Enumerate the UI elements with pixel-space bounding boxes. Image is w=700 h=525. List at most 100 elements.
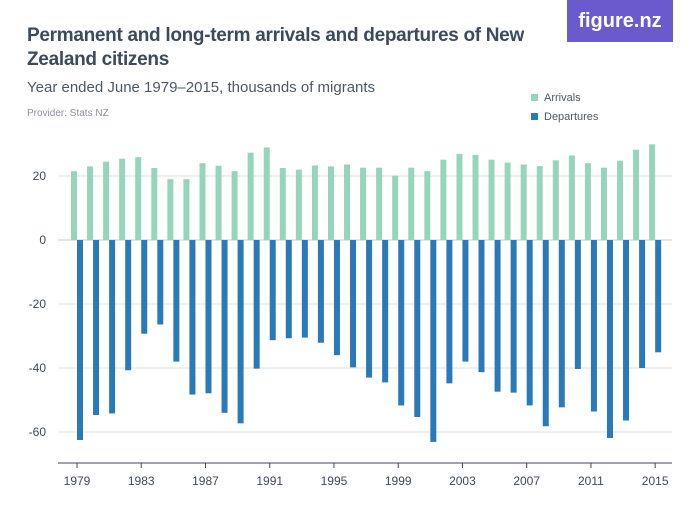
- bar-departures-1981: [109, 240, 116, 414]
- bar-arrivals-1982: [119, 158, 126, 240]
- bar-departures-2000: [414, 240, 421, 417]
- x-tick-label: 1979: [64, 474, 91, 488]
- bar-departures-1989: [237, 240, 244, 424]
- bar-departures-1995: [333, 240, 340, 356]
- bar-departures-1980: [93, 240, 100, 416]
- bar-departures-1986: [189, 240, 196, 395]
- bar-arrivals-1996: [344, 164, 351, 240]
- y-tick-label: 20: [33, 169, 47, 183]
- y-tick-label: -40: [29, 361, 47, 375]
- legend-label-departures: Departures: [544, 110, 599, 123]
- bar-departures-1993: [301, 240, 308, 338]
- bar-arrivals-1993: [295, 169, 302, 240]
- bar-arrivals-2011: [584, 163, 591, 240]
- bar-arrivals-1994: [311, 165, 318, 240]
- bar-departures-2008: [542, 240, 549, 427]
- bar-departures-2004: [478, 240, 485, 373]
- bar-arrivals-1995: [327, 166, 334, 240]
- bar-arrivals-2008: [536, 166, 543, 240]
- bar-departures-1997: [366, 240, 373, 378]
- x-tick-label: 2011: [578, 474, 604, 488]
- bar-arrivals-1997: [360, 167, 367, 240]
- legend-item-departures: Departures: [531, 107, 598, 126]
- x-tick-label: 2007: [513, 474, 540, 488]
- bar-arrivals-2012: [600, 167, 607, 240]
- bar-departures-2003: [462, 240, 469, 362]
- legend: Arrivals Departures: [531, 88, 598, 126]
- bar-departures-2007: [526, 240, 533, 406]
- bar-departures-1996: [350, 240, 357, 368]
- y-tick-label: -60: [29, 425, 47, 439]
- bar-arrivals-1992: [279, 168, 286, 240]
- bar-arrivals-1990: [247, 152, 254, 240]
- bar-arrivals-2014: [633, 149, 640, 240]
- bar-arrivals-2010: [568, 155, 575, 240]
- legend-swatch-arrivals: [531, 94, 538, 101]
- bar-departures-1979: [77, 240, 83, 440]
- x-tick-label: 1991: [256, 474, 283, 488]
- bar-departures-2011: [590, 240, 597, 412]
- legend-swatch-departures: [531, 113, 538, 120]
- bar-departures-1992: [285, 240, 292, 339]
- bar-departures-2002: [446, 240, 453, 384]
- bar-departures-2006: [510, 240, 517, 393]
- bar-departures-1983: [141, 240, 148, 334]
- bar-departures-1998: [382, 240, 389, 383]
- bar-arrivals-2002: [440, 159, 447, 240]
- bar-arrivals-2015: [649, 144, 656, 240]
- bar-departures-1984: [157, 240, 164, 325]
- bar-departures-1988: [221, 240, 228, 413]
- x-tick-label: 2015: [642, 474, 669, 488]
- bar-departures-1999: [398, 240, 405, 406]
- bar-departures-2015: [655, 240, 662, 353]
- y-tick-label: 0: [39, 233, 46, 247]
- x-tick-label: 1983: [128, 474, 155, 488]
- x-tick-label: 1995: [321, 474, 348, 488]
- bar-departures-2005: [494, 240, 501, 392]
- bar-departures-1982: [125, 240, 132, 371]
- bar-departures-1985: [173, 240, 180, 362]
- bar-departures-2014: [639, 240, 646, 368]
- bar-arrivals-1984: [151, 168, 158, 240]
- bar-arrivals-1985: [167, 179, 174, 240]
- bar-arrivals-1983: [135, 157, 142, 240]
- chart-subtitle: Year ended June 1979–2015, thousands of …: [27, 79, 376, 96]
- bar-departures-1987: [205, 240, 212, 394]
- bar-departures-2010: [574, 240, 581, 369]
- bar-arrivals-1991: [263, 147, 270, 240]
- bar-arrivals-1987: [199, 163, 206, 240]
- bar-arrivals-2007: [520, 164, 527, 240]
- bar-departures-1991: [269, 240, 276, 341]
- bar-arrivals-1999: [392, 175, 399, 240]
- bar-arrivals-2001: [424, 171, 431, 240]
- x-tick-label: 2003: [449, 474, 476, 488]
- bar-arrivals-1986: [183, 179, 190, 240]
- legend-item-arrivals: Arrivals: [531, 88, 598, 107]
- x-tick-label: 1999: [385, 474, 412, 488]
- bar-arrivals-1998: [376, 167, 383, 240]
- bar-arrivals-1988: [215, 165, 222, 240]
- bar-arrivals-2009: [552, 160, 559, 240]
- bar-arrivals-2000: [408, 167, 415, 240]
- bar-departures-1994: [317, 240, 324, 343]
- bar-arrivals-2013: [617, 160, 624, 240]
- y-tick-label: -20: [29, 297, 47, 311]
- bar-departures-1990: [253, 240, 260, 369]
- bar-departures-2012: [606, 240, 613, 439]
- x-tick-label: 1987: [192, 474, 219, 488]
- figure-nz-logo[interactable]: figure.nz: [567, 0, 673, 42]
- bar-departures-2009: [558, 240, 565, 408]
- bar-arrivals-2004: [472, 154, 479, 240]
- bar-arrivals-2005: [488, 159, 495, 240]
- bar-arrivals-1980: [87, 166, 94, 240]
- provider-label: Provider: Stats NZ: [27, 108, 109, 119]
- bar-arrivals-1979: [71, 171, 77, 240]
- bar-arrivals-1981: [103, 161, 110, 240]
- chart-title: Permanent and long-term arrivals and dep…: [27, 25, 524, 70]
- bar-arrivals-1989: [231, 171, 238, 240]
- bar-arrivals-2003: [456, 153, 463, 240]
- legend-label-arrivals: Arrivals: [544, 91, 581, 104]
- bar-departures-2013: [623, 240, 630, 421]
- bar-arrivals-2006: [504, 162, 511, 240]
